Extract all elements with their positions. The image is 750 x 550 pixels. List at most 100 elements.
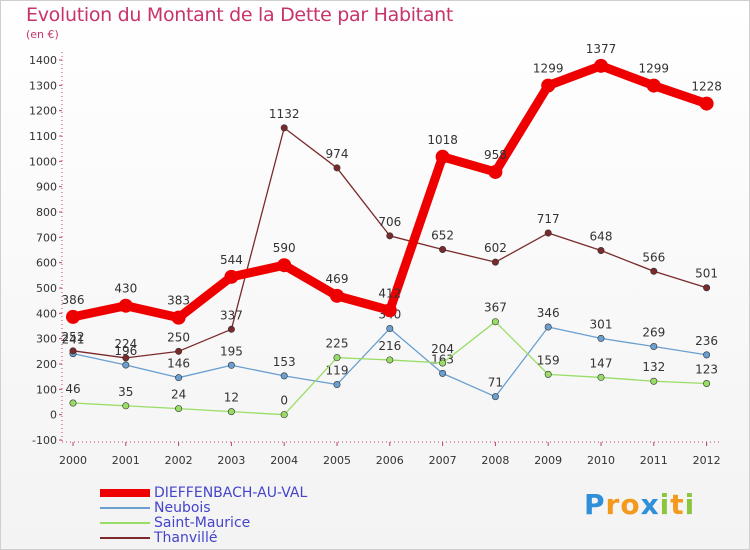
data-point-dieffenbach-au-val bbox=[435, 149, 450, 164]
data-label-dieffenbach-au-val: 386 bbox=[62, 293, 85, 307]
y-tick-label: 1000 bbox=[29, 155, 57, 168]
data-point-neubois bbox=[175, 374, 183, 382]
logo-letter: o bbox=[620, 488, 641, 521]
data-label-saint-maurice: 132 bbox=[642, 360, 665, 374]
data-point-thanvill bbox=[491, 258, 499, 266]
data-point-dieffenbach-au-val bbox=[646, 78, 661, 93]
data-label-dieffenbach-au-val: 1018 bbox=[427, 133, 458, 147]
data-label-neubois: 71 bbox=[488, 376, 503, 390]
data-label-neubois: 346 bbox=[537, 306, 560, 320]
data-label-thanvill: 717 bbox=[537, 212, 560, 226]
data-point-dieffenbach-au-val bbox=[541, 78, 556, 93]
x-tick-label: 2002 bbox=[165, 454, 193, 467]
data-label-saint-maurice: 225 bbox=[326, 337, 349, 351]
legend-label: DIEFFENBACH-AU-VAL bbox=[154, 484, 308, 501]
legend-swatch bbox=[100, 521, 150, 524]
data-point-neubois bbox=[544, 323, 552, 331]
legend-item: Thanvillé bbox=[100, 530, 217, 546]
data-label-thanvill: 337 bbox=[220, 308, 243, 322]
x-tick-label: 2001 bbox=[112, 454, 140, 467]
y-tick-label: 900 bbox=[36, 181, 57, 194]
data-label-thanvill: 652 bbox=[431, 228, 454, 242]
data-point-dieffenbach-au-val bbox=[277, 258, 292, 273]
data-label-thanvill: 602 bbox=[484, 241, 507, 255]
y-tick-label: 1200 bbox=[29, 105, 57, 118]
y-tick-label: 1100 bbox=[29, 130, 57, 143]
y-tick-label: 600 bbox=[36, 257, 57, 270]
proxiti-logo: Proxiti bbox=[584, 488, 695, 521]
y-tick-label: 1300 bbox=[29, 79, 57, 92]
data-label-thanvill: 974 bbox=[326, 147, 349, 161]
data-point-saint-maurice bbox=[280, 411, 288, 419]
data-point-saint-maurice bbox=[544, 370, 552, 378]
data-point-thanvill bbox=[439, 245, 447, 253]
data-point-dieffenbach-au-val bbox=[594, 58, 608, 73]
y-tick-label: 200 bbox=[36, 358, 57, 371]
legend-item: DIEFFENBACH-AU-VAL bbox=[100, 484, 308, 501]
data-point-dieffenbach-au-val bbox=[171, 310, 186, 325]
data-label-neubois: 119 bbox=[326, 364, 349, 378]
data-point-dieffenbach-au-val bbox=[382, 303, 397, 318]
y-tick-label: 0 bbox=[50, 409, 57, 422]
data-point-neubois bbox=[227, 361, 235, 369]
chart-unit: (en €) bbox=[26, 28, 59, 41]
legend-swatch bbox=[100, 488, 150, 497]
y-tick-label: 800 bbox=[36, 206, 57, 219]
data-point-neubois bbox=[597, 334, 605, 342]
logo-letter: r bbox=[605, 488, 621, 521]
legend-item: Neubois bbox=[100, 500, 211, 516]
data-label-thanvill: 250 bbox=[167, 330, 190, 344]
data-point-thanvill bbox=[122, 354, 130, 362]
data-point-thanvill bbox=[386, 232, 394, 240]
data-point-neubois bbox=[703, 351, 711, 359]
data-label-neubois: 146 bbox=[167, 357, 190, 371]
data-label-dieffenbach-au-val: 1228 bbox=[691, 80, 722, 94]
data-point-neubois bbox=[650, 343, 658, 351]
series-line-dieffenbach-au-val bbox=[68, 61, 712, 323]
x-tick-label: 2012 bbox=[693, 454, 721, 467]
data-label-saint-maurice: 147 bbox=[590, 356, 613, 370]
data-label-neubois: 301 bbox=[590, 317, 613, 331]
data-label-neubois: 236 bbox=[695, 334, 718, 348]
x-tick-label: 2000 bbox=[59, 454, 87, 467]
data-label-saint-maurice: 123 bbox=[695, 363, 718, 377]
data-point-thanvill bbox=[227, 325, 235, 333]
data-point-saint-maurice bbox=[333, 354, 341, 362]
legend-swatch bbox=[100, 506, 150, 509]
data-point-saint-maurice bbox=[227, 408, 235, 416]
data-point-thanvill bbox=[333, 164, 341, 172]
data-label-saint-maurice: 367 bbox=[484, 301, 507, 315]
x-tick-label: 2007 bbox=[429, 454, 457, 467]
data-label-saint-maurice: 159 bbox=[537, 353, 560, 367]
y-tick-label: 500 bbox=[36, 282, 57, 295]
data-label-dieffenbach-au-val: 590 bbox=[273, 241, 296, 255]
x-tick-label: 2003 bbox=[217, 454, 245, 467]
y-tick-label: -100 bbox=[32, 434, 57, 447]
data-point-thanvill bbox=[175, 347, 183, 355]
x-tick-label: 2010 bbox=[587, 454, 615, 467]
data-label-neubois: 269 bbox=[642, 326, 665, 340]
data-point-dieffenbach-au-val bbox=[699, 96, 714, 111]
data-point-dieffenbach-au-val bbox=[330, 288, 344, 303]
data-point-thanvill bbox=[703, 284, 711, 292]
data-point-dieffenbach-au-val bbox=[224, 269, 239, 284]
logo-letter: t bbox=[670, 488, 685, 521]
data-point-neubois bbox=[386, 325, 394, 333]
data-label-neubois: 196 bbox=[114, 344, 137, 358]
legend-item: Saint-Maurice bbox=[100, 514, 251, 531]
data-point-neubois bbox=[333, 381, 341, 389]
data-label-thanvill: 706 bbox=[378, 215, 401, 229]
data-label-thanvill: 224 bbox=[114, 337, 137, 351]
data-label-thanvill: 1132 bbox=[269, 107, 300, 121]
legend-label: Saint-Maurice bbox=[154, 514, 251, 531]
data-label-dieffenbach-au-val: 383 bbox=[167, 294, 190, 308]
data-point-dieffenbach-au-val bbox=[488, 164, 503, 179]
data-point-neubois bbox=[122, 361, 130, 369]
data-label-saint-maurice: 24 bbox=[171, 388, 186, 402]
data-label-thanvill: 566 bbox=[642, 250, 665, 264]
data-label-dieffenbach-au-val: 544 bbox=[220, 253, 243, 267]
y-tick-label: 100 bbox=[36, 383, 57, 396]
x-tick-label: 2006 bbox=[376, 454, 404, 467]
